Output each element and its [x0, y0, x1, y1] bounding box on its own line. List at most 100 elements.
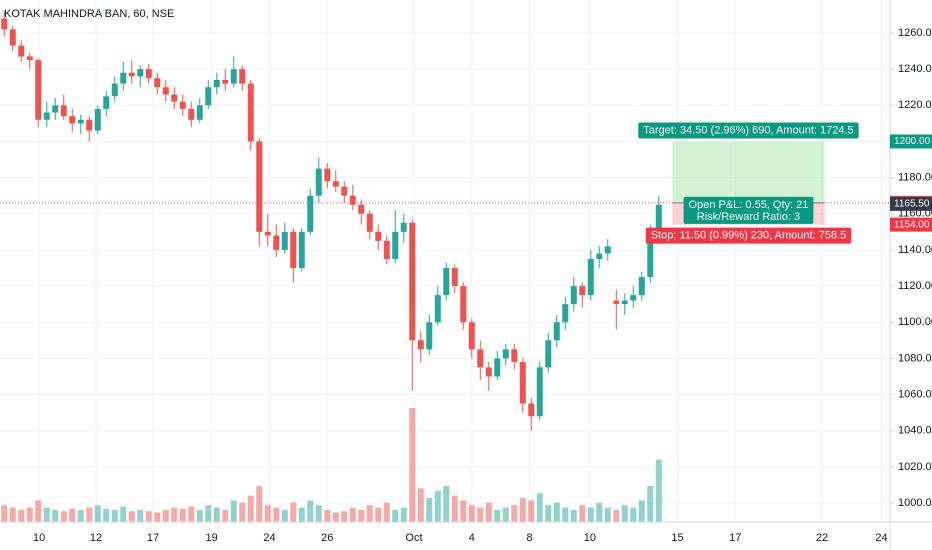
volume-bar	[52, 510, 59, 522]
price-label-box	[890, 217, 932, 232]
candle-body	[443, 268, 450, 296]
candle-body	[511, 349, 518, 363]
volume-bar	[137, 510, 144, 522]
stop-label: Stop: 11.50 (0.99%) 230, Amount: 758.5	[651, 230, 847, 242]
y-tick-label: 1240.00	[898, 63, 932, 75]
volume-bar	[400, 507, 407, 522]
volume-bar	[69, 508, 76, 522]
candle-body	[579, 286, 586, 296]
candle-body	[460, 286, 467, 323]
candle-body	[596, 253, 603, 259]
chart-title: KOTAK MAHINDRA BAN, 60, NSE	[4, 8, 174, 20]
x-tick-label: 12	[90, 532, 102, 544]
candle-body	[230, 69, 237, 84]
volume-bar	[281, 510, 288, 522]
candle-body	[383, 240, 390, 259]
volume-bar	[596, 502, 603, 522]
y-tick-label: 1020.00	[898, 461, 932, 473]
volume-bar	[145, 511, 152, 522]
volume-bar	[621, 505, 628, 522]
volume-bar	[647, 486, 654, 522]
volume-bar	[239, 502, 246, 522]
y-tick-label: 1060.00	[898, 388, 932, 400]
candle-body	[35, 60, 42, 120]
volume-bar	[383, 502, 390, 522]
candle-body	[392, 231, 399, 259]
price-label-box	[890, 196, 932, 211]
volume-bar	[443, 486, 450, 522]
candle-body	[188, 108, 195, 120]
x-tick-label: 26	[321, 532, 333, 544]
candle-body	[341, 186, 348, 196]
volume-bar	[630, 507, 637, 522]
volume-bar	[188, 506, 195, 522]
candle-body	[256, 141, 263, 232]
y-tick-label: 1260.00	[898, 27, 932, 39]
candle-body	[307, 195, 314, 232]
x-tick-label: 10	[584, 532, 596, 544]
x-tick-label: 17	[147, 532, 159, 544]
candle-body	[86, 119, 93, 131]
y-tick-label: 1120.00	[898, 280, 932, 292]
volume-bar	[171, 507, 178, 522]
x-tick-label: 15	[671, 532, 683, 544]
candle-body	[366, 213, 373, 232]
volume-bar	[375, 507, 382, 522]
volume-bar	[77, 510, 84, 522]
candle-body	[162, 87, 169, 95]
volume-bar	[324, 510, 331, 522]
candle-body	[426, 322, 433, 350]
candle-body	[502, 349, 509, 359]
candle-body	[528, 403, 535, 417]
candle-body	[52, 105, 59, 113]
x-tick-label: 17	[729, 532, 741, 544]
volume-bar	[528, 500, 535, 522]
candle-body	[451, 268, 458, 287]
candle-body	[621, 300, 628, 305]
volume-bar	[43, 507, 50, 522]
volume-bar	[35, 500, 42, 522]
y-tick-label: 1000.00	[898, 497, 932, 509]
candle-body	[77, 119, 84, 124]
x-tick-label: 19	[206, 532, 218, 544]
x-tick-label: 24	[875, 532, 887, 544]
candle-body	[545, 340, 552, 368]
candle-body	[111, 83, 118, 97]
price-label-box	[890, 134, 932, 149]
candle-body	[222, 79, 229, 84]
volume-bar	[434, 490, 441, 522]
candle-body	[647, 231, 654, 278]
volume-bar	[247, 495, 254, 522]
candle-body	[26, 56, 33, 61]
volume-bar	[315, 505, 322, 522]
y-tick-label: 1180.00	[898, 172, 932, 184]
candle-body	[128, 72, 135, 77]
candle-body	[655, 204, 662, 232]
candle-body	[562, 304, 569, 323]
candle-body	[213, 79, 220, 88]
volume-bar	[655, 459, 662, 522]
volume-bar	[460, 500, 467, 522]
candle-body	[375, 231, 382, 241]
volume-bar	[60, 511, 67, 522]
volume-bar	[154, 512, 161, 522]
volume-bar	[26, 507, 33, 522]
x-tick-label: 8	[527, 532, 533, 544]
candle-body	[613, 300, 620, 305]
volume-bar	[485, 502, 492, 522]
candle-body	[60, 105, 67, 117]
candle-body	[154, 78, 161, 88]
volume-bar	[103, 508, 110, 522]
target-label-box	[638, 122, 859, 139]
candle-body	[179, 101, 186, 109]
candle-body	[103, 96, 110, 109]
candle-body	[536, 367, 543, 417]
candle-body	[94, 108, 101, 131]
volume-bar	[86, 507, 93, 522]
volume-bar	[545, 505, 552, 522]
volume-bar	[273, 507, 280, 522]
volume-bar	[553, 502, 560, 522]
volume-bar	[307, 500, 314, 522]
candle-body	[247, 83, 254, 142]
